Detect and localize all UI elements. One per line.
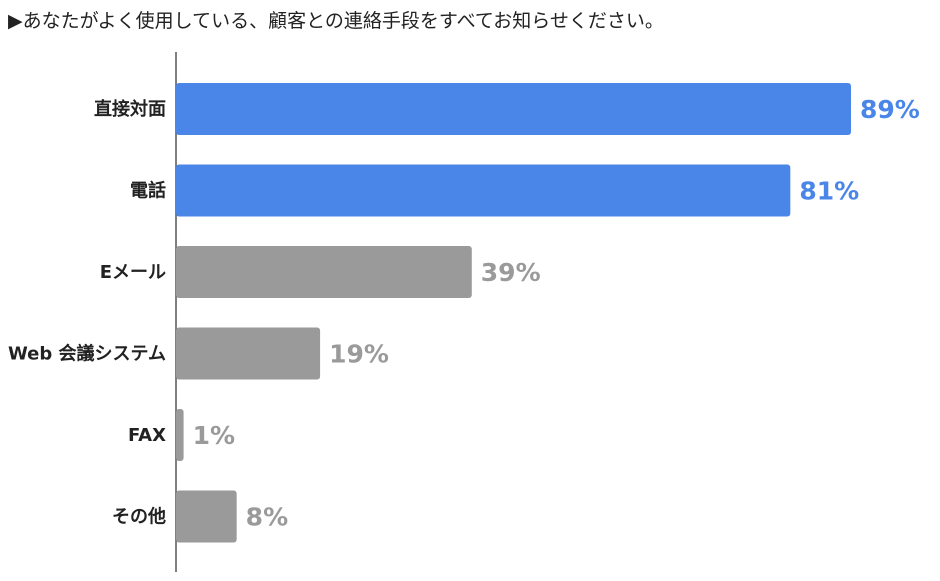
category-label: その他 — [112, 506, 166, 528]
value-label: 1% — [193, 421, 235, 450]
value-label: 19% — [329, 340, 389, 369]
bar-5 — [176, 490, 237, 543]
category-label: FAX — [128, 425, 166, 446]
value-label: 89% — [860, 95, 920, 124]
bar-2 — [176, 246, 472, 298]
question-title: ▶あなたがよく使用している、顧客との連絡手段をすべてお知らせください。 — [8, 10, 664, 32]
category-label: 電話 — [130, 180, 166, 202]
value-label: 39% — [481, 258, 541, 287]
value-label: 8% — [246, 503, 288, 532]
bar-0 — [176, 83, 851, 135]
bar-3 — [176, 327, 321, 380]
bar-4 — [176, 409, 184, 461]
category-label: Eメール — [100, 262, 166, 283]
category-label: 直接対面 — [94, 98, 166, 120]
category-label: Web 会議システム — [8, 343, 166, 365]
value-label: 81% — [799, 177, 859, 206]
bar-1 — [176, 164, 791, 217]
